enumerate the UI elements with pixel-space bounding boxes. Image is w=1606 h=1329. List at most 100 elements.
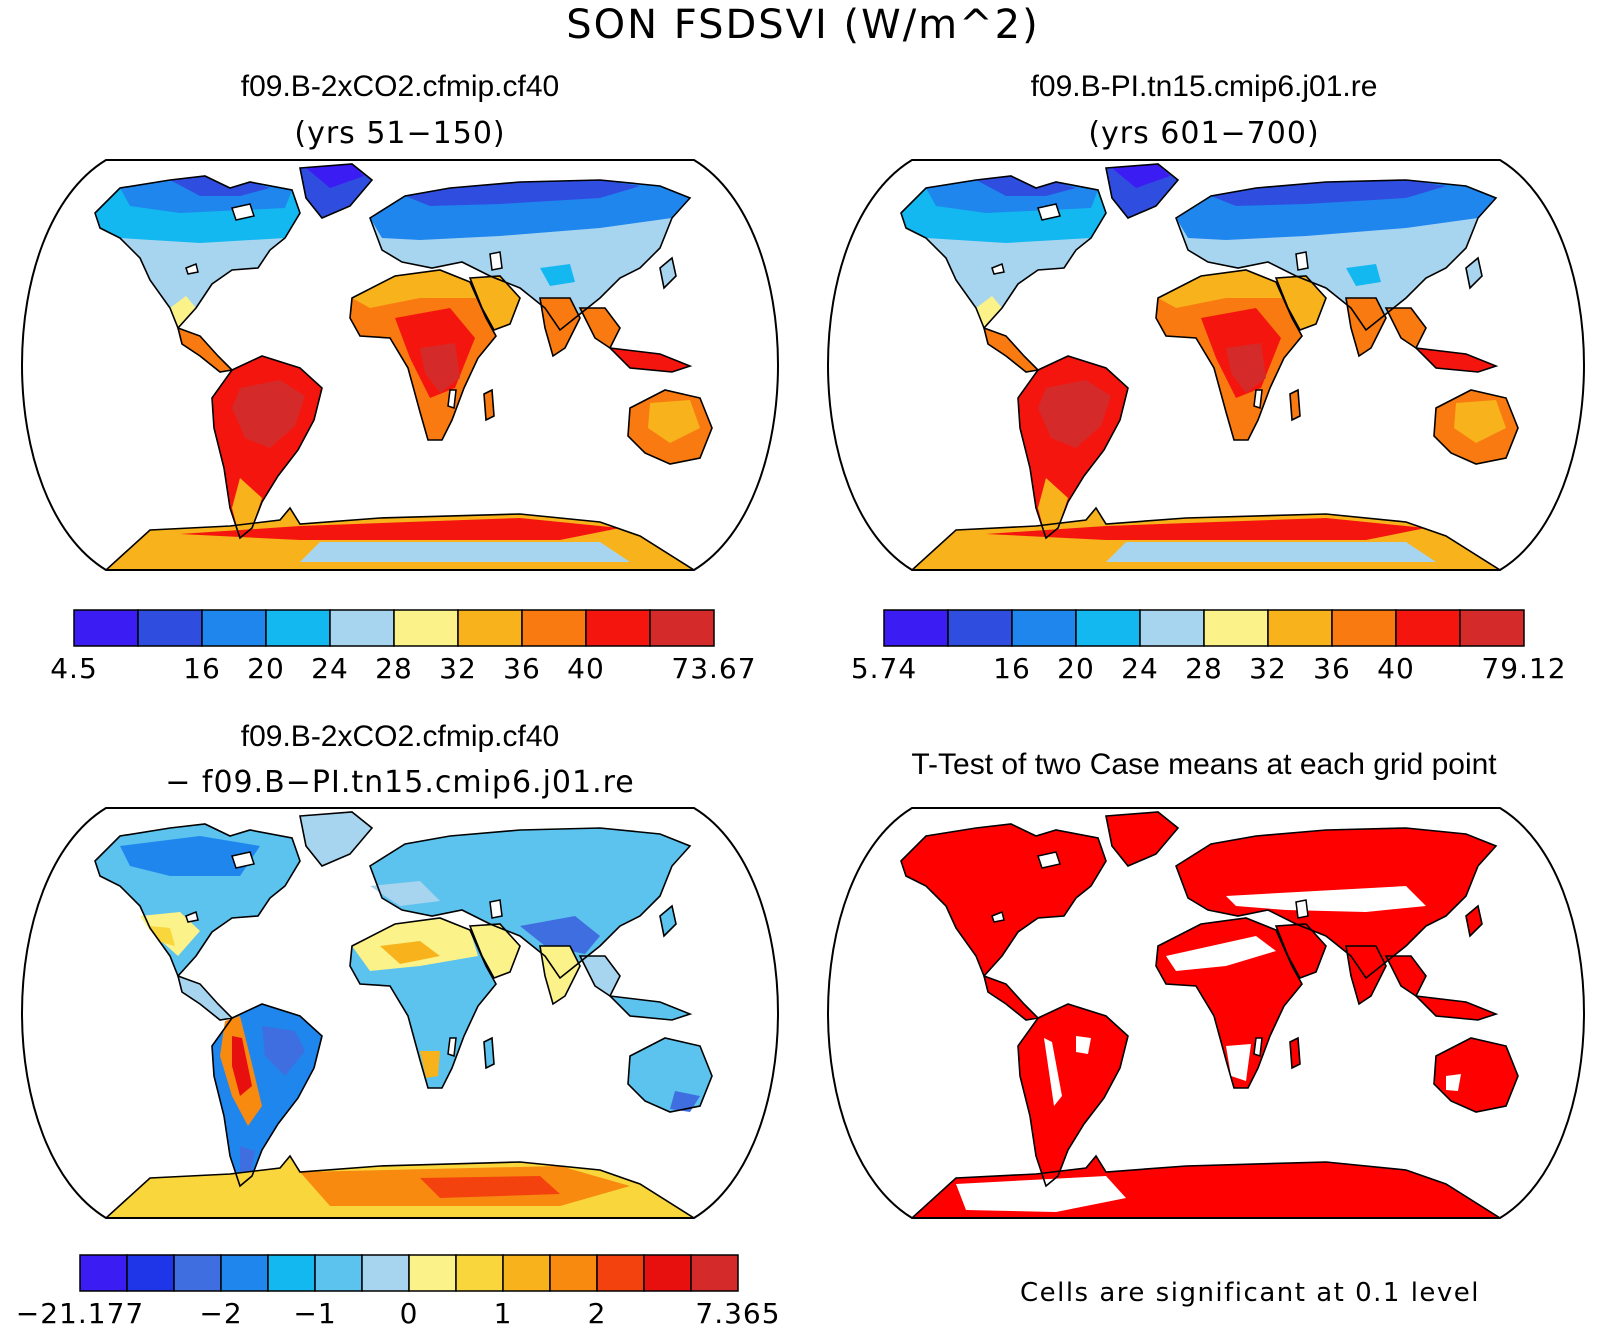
colorbar-tick-label: 36 xyxy=(1313,652,1351,685)
colorbar-difference: −21.177 −2 −1 0 1 2 7.365 xyxy=(16,1254,780,1329)
coastline-arabia xyxy=(468,275,521,331)
coastline-india xyxy=(1345,945,1387,1006)
significance-note: Cells are significant at 0.1 level xyxy=(1019,1278,1481,1308)
colorbar-swatch-8 xyxy=(455,1254,504,1292)
map-region xyxy=(1346,264,1381,286)
map-region xyxy=(1038,478,1068,538)
coastline-northAmerica xyxy=(900,175,1107,330)
map-region xyxy=(120,836,260,876)
map-boundary xyxy=(21,159,779,571)
colorbar-swatch-3 xyxy=(1075,609,1141,647)
colorbar-tick-label: 24 xyxy=(1121,652,1159,685)
colorbar-swatch-5 xyxy=(314,1254,363,1292)
colorbar-tick-label: 40 xyxy=(1377,652,1415,685)
coastline-australia xyxy=(627,1037,713,1113)
map-region xyxy=(1076,1036,1091,1054)
coastline-centralAm xyxy=(176,974,234,1021)
coastline-madagascar xyxy=(483,1036,495,1070)
coastline-india xyxy=(539,297,581,358)
map-region xyxy=(1386,308,1426,348)
map-region xyxy=(1106,542,1436,562)
colorbar-swatch-9 xyxy=(1459,609,1525,647)
coastline-japan xyxy=(1465,904,1483,938)
coastline-eurasia xyxy=(369,827,692,980)
main-title: SON FSDSVI (W/m^2) xyxy=(566,2,1040,48)
map-region xyxy=(232,380,305,448)
map-region xyxy=(180,518,620,540)
map-region xyxy=(170,296,196,328)
map-region xyxy=(1434,1038,1518,1112)
colorbar-swatch-7 xyxy=(521,609,587,647)
map-region xyxy=(1416,996,1496,1020)
colorbar-tick-label: 40 xyxy=(567,652,605,685)
map-region xyxy=(1166,936,1276,971)
coastline-madagascar xyxy=(1289,1036,1301,1070)
colorbar-tick-label: 1 xyxy=(494,1297,513,1329)
coastline-seAsia xyxy=(578,955,621,998)
coastline-africa xyxy=(349,269,497,441)
colorbar-swatch-3 xyxy=(265,609,331,647)
map-region xyxy=(484,1038,494,1068)
coastline-northAmerica xyxy=(94,823,301,978)
map-region xyxy=(1290,1038,1300,1068)
map-region xyxy=(470,276,520,330)
map-region xyxy=(405,180,640,206)
coastline-india xyxy=(539,945,581,1006)
colorbar-tick-label: 28 xyxy=(1185,652,1223,685)
panel3-title: f09.B-2xCO2.cfmip.cf40 xyxy=(240,720,560,753)
map-region xyxy=(1446,1074,1461,1091)
map-region xyxy=(420,1176,560,1198)
colorbar-tick-label: −2 xyxy=(199,1297,242,1329)
map-region xyxy=(150,926,175,946)
map-region xyxy=(178,976,232,1020)
panel2-subtitle: (yrs 601−700) xyxy=(1088,116,1320,151)
colorbar-tick-label: 7.365 xyxy=(695,1297,780,1329)
coastline-greenland xyxy=(299,163,374,219)
map-case1 xyxy=(21,159,779,571)
coastline-arabia xyxy=(1274,923,1327,979)
map-region xyxy=(1346,946,1386,1004)
colorbar-swatch-7 xyxy=(408,1254,457,1292)
colorbar-swatch-2 xyxy=(173,1254,222,1292)
colorbar-swatch-1 xyxy=(947,609,1013,647)
colorbar-swatch-0 xyxy=(883,609,949,647)
map-region xyxy=(232,478,262,538)
map-region xyxy=(610,996,690,1020)
coastline-southAmerica xyxy=(211,1003,323,1188)
coastline-africa xyxy=(1155,269,1303,441)
coastline-japan xyxy=(1465,256,1483,290)
map-region xyxy=(580,308,620,348)
map-region xyxy=(1290,390,1300,420)
colorbar-swatch-9 xyxy=(502,1254,551,1292)
colorbar-swatch-1 xyxy=(126,1254,175,1292)
colorbar-swatch-9 xyxy=(649,609,715,647)
map-region xyxy=(956,1176,1126,1212)
coastline-eurasia xyxy=(1175,827,1498,980)
colorbar-tick-label: 16 xyxy=(183,652,221,685)
colorbar-swatch-5 xyxy=(393,609,459,647)
coastline-seAsia xyxy=(1384,307,1427,350)
coastline-madagascar xyxy=(483,388,495,422)
panel4-title: T-Test of two Case means at each grid po… xyxy=(911,748,1497,781)
coastline-northAmerica xyxy=(94,175,301,330)
map-region xyxy=(1044,1038,1062,1106)
colorbar-swatch-2 xyxy=(1011,609,1077,647)
colorbar-swatch-10 xyxy=(549,1254,598,1292)
coastline-centralAm xyxy=(982,974,1040,1021)
map-region xyxy=(1416,348,1496,372)
coastline-greenland xyxy=(1105,811,1180,867)
map-region xyxy=(1386,956,1426,996)
colorbar-swatch-4 xyxy=(267,1254,316,1292)
colorbar-swatch-6 xyxy=(361,1254,410,1292)
map-boundary xyxy=(827,159,1585,571)
colorbar-tick-label: 16 xyxy=(993,652,1031,685)
coastline-japan xyxy=(659,256,677,290)
colorbar-tick-label: −21.177 xyxy=(16,1297,144,1329)
coastline-antarctica xyxy=(909,1154,1503,1218)
coastline-eurasia xyxy=(1175,179,1498,332)
colorbar-tick-label: 20 xyxy=(1057,652,1095,685)
map-region xyxy=(628,1038,712,1112)
coastline-northAmerica xyxy=(900,823,1107,978)
map-region xyxy=(1276,924,1326,978)
map-difference xyxy=(21,807,779,1219)
